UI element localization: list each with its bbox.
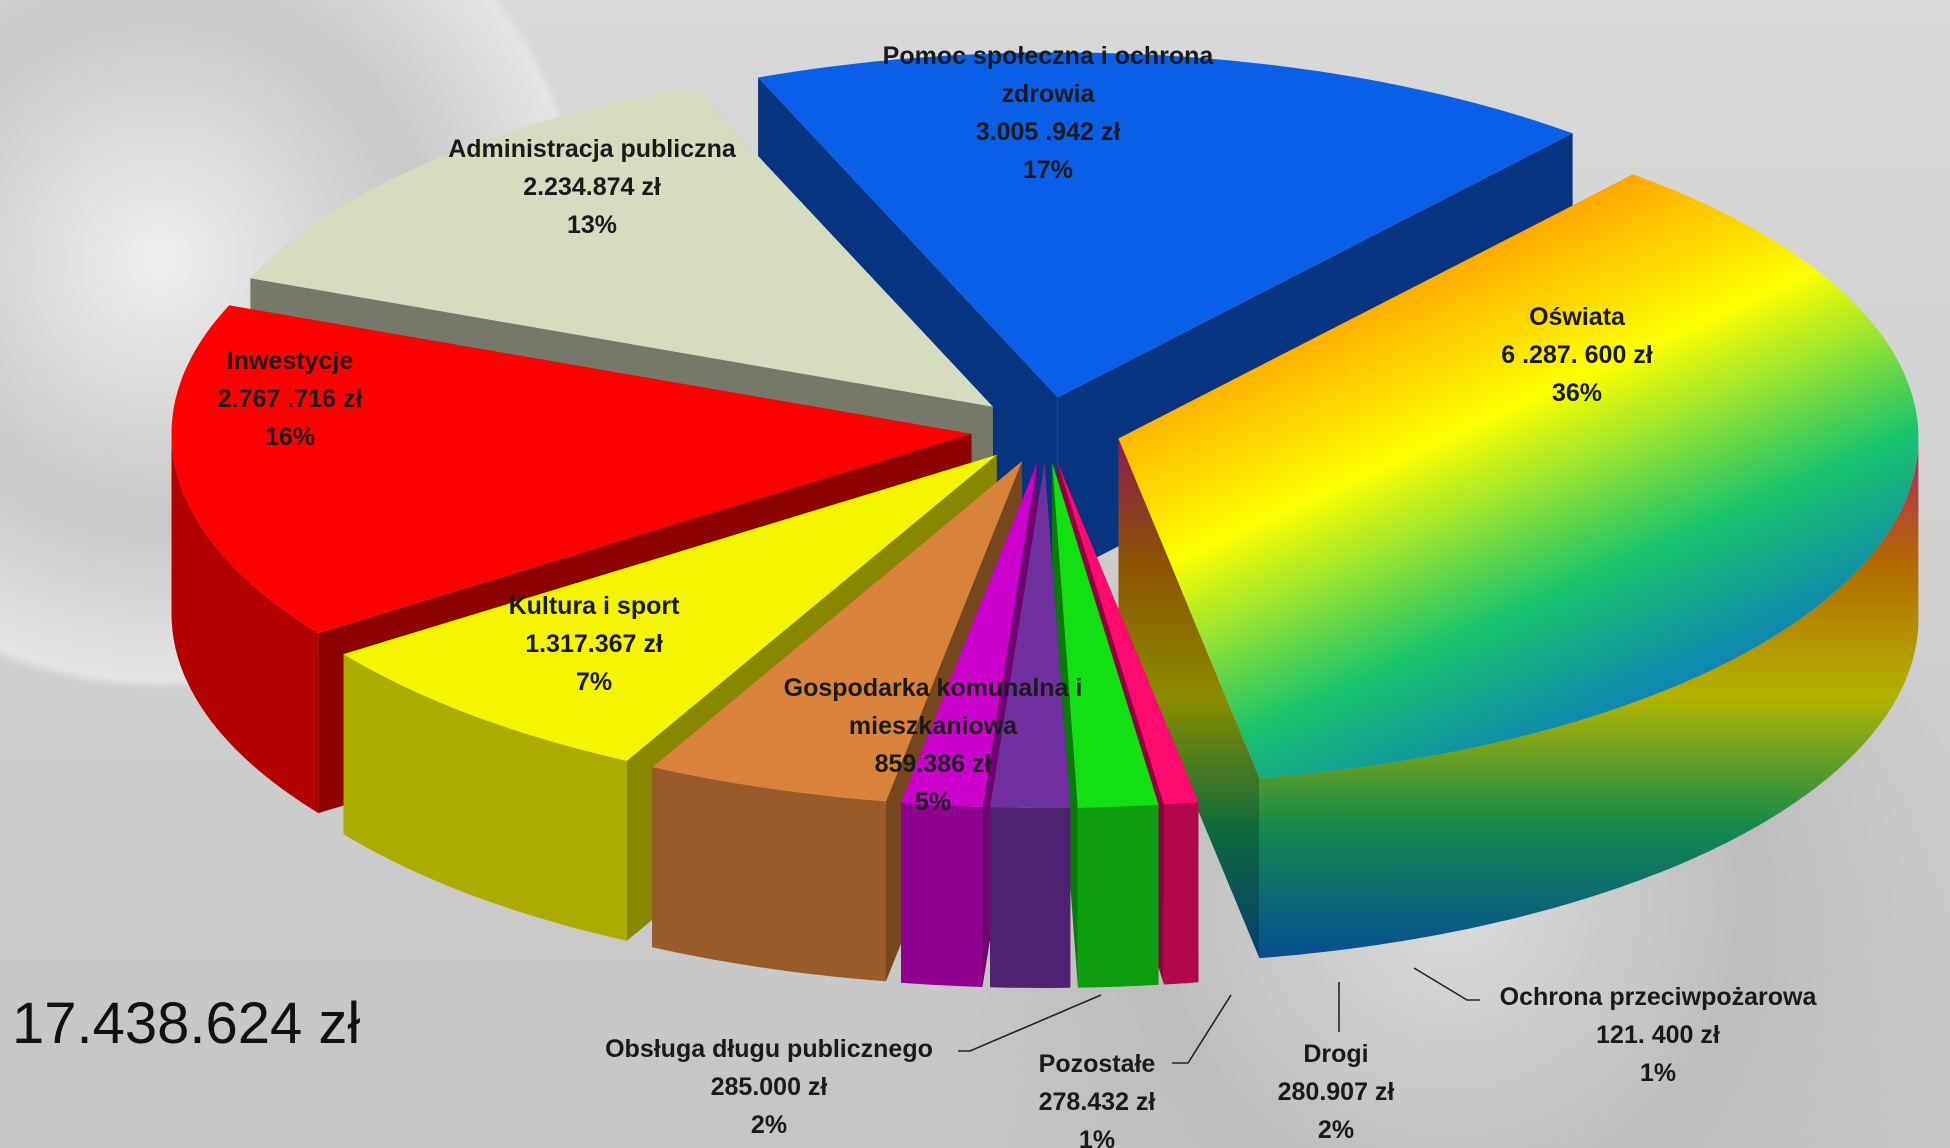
- value-label: 278.432 zł: [1038, 1088, 1156, 1116]
- slice: [990, 463, 1071, 808]
- percent-label: 7%: [575, 668, 613, 696]
- value-label: 3.005 .942 zł: [975, 118, 1121, 146]
- percent-label: 5%: [914, 788, 952, 816]
- slice-wall: [343, 654, 627, 941]
- slice: [758, 52, 1573, 398]
- value-label: 2.767 .716 zł: [217, 385, 363, 413]
- percent-label: 16%: [264, 423, 316, 451]
- slice-label: Kultura i sport 1.317.367 zł 7%: [464, 587, 724, 701]
- slice-label: Ochrona przeciwpożarowa 121. 400 zł 1%: [1478, 978, 1838, 1092]
- slice-wall: [171, 434, 319, 814]
- percent-label: 1%: [1078, 1126, 1116, 1148]
- value-label: 121. 400 zł: [1596, 1021, 1720, 1049]
- slice: [652, 461, 1022, 802]
- slice-label: Administracja publiczna 2.234.874 zł 13%: [412, 130, 772, 244]
- slice-label: Inwestycje 2.767 .716 zł 16%: [160, 342, 420, 456]
- percent-label: 2%: [750, 1111, 788, 1139]
- pie: [171, 52, 1919, 988]
- percent-label: 1%: [1639, 1059, 1677, 1087]
- slice-label: Drogi 280.907 zł 2%: [1236, 1035, 1436, 1148]
- slice: [1118, 174, 1919, 779]
- percent-label: 13%: [566, 211, 618, 239]
- slice-side: [1052, 462, 1078, 988]
- slice-wall: [1259, 436, 1919, 959]
- category-label: Kultura i sport: [508, 592, 680, 620]
- value-label: 285.000 zł: [710, 1073, 828, 1101]
- slice: [1052, 462, 1159, 808]
- leader-line: [1172, 994, 1232, 1064]
- slice: [1057, 462, 1199, 805]
- category-label: Pozostałe: [1038, 1050, 1156, 1078]
- slice-wall: [901, 802, 983, 987]
- category-label: Inwestycje: [226, 347, 354, 375]
- category-label: Ochrona przeciwpożarowa: [1499, 983, 1817, 1011]
- slice-side: [1118, 438, 1260, 959]
- slice-label: Oświata 6 .287. 600 zł 36%: [1427, 298, 1727, 412]
- slice: [171, 305, 972, 634]
- slice-label: Obsługa długu publicznego 285.000 zł 2%: [559, 1030, 979, 1144]
- leader-line: [958, 994, 1102, 1052]
- leader-line: [1413, 967, 1480, 1001]
- value-label: 6 .287. 600 zł: [1501, 341, 1653, 369]
- slice-wall: [1163, 802, 1199, 985]
- slice: [901, 462, 1038, 807]
- value-label: 280.907 zł: [1277, 1078, 1395, 1106]
- category-label: Oświata: [1529, 303, 1625, 331]
- percent-label: 36%: [1551, 379, 1603, 407]
- total-label: 17.438.624 zł: [12, 991, 361, 1056]
- category-label: Pomoc społeczna i ochrona zdrowia: [882, 42, 1214, 108]
- value-label: 859.386 zł: [874, 750, 992, 778]
- slice-label: Gospodarka komunalna i mieszkaniowa 859.3…: [743, 669, 1123, 821]
- slice: [343, 454, 997, 761]
- slice-label: Pozostałe 278.432 zł 1%: [997, 1045, 1197, 1148]
- value-label: 2.234.874 zł: [523, 173, 661, 201]
- category-label: Gospodarka komunalna i mieszkaniowa: [783, 674, 1083, 740]
- category-label: Drogi: [1303, 1040, 1369, 1068]
- category-label: Obsługa długu publicznego: [605, 1035, 933, 1063]
- slice-wall: [652, 767, 886, 982]
- value-label: 1.317.367 zł: [525, 630, 663, 658]
- slice: [250, 86, 993, 407]
- category-label: Administracja publiczna: [448, 135, 736, 163]
- percent-label: 17%: [1022, 156, 1074, 184]
- percent-label: 2%: [1317, 1116, 1355, 1144]
- slice-wall: [990, 807, 1071, 988]
- slice-wall: [1077, 804, 1159, 988]
- slice-label: Pomoc społeczna i ochrona zdrowia 3.005 .…: [858, 37, 1238, 189]
